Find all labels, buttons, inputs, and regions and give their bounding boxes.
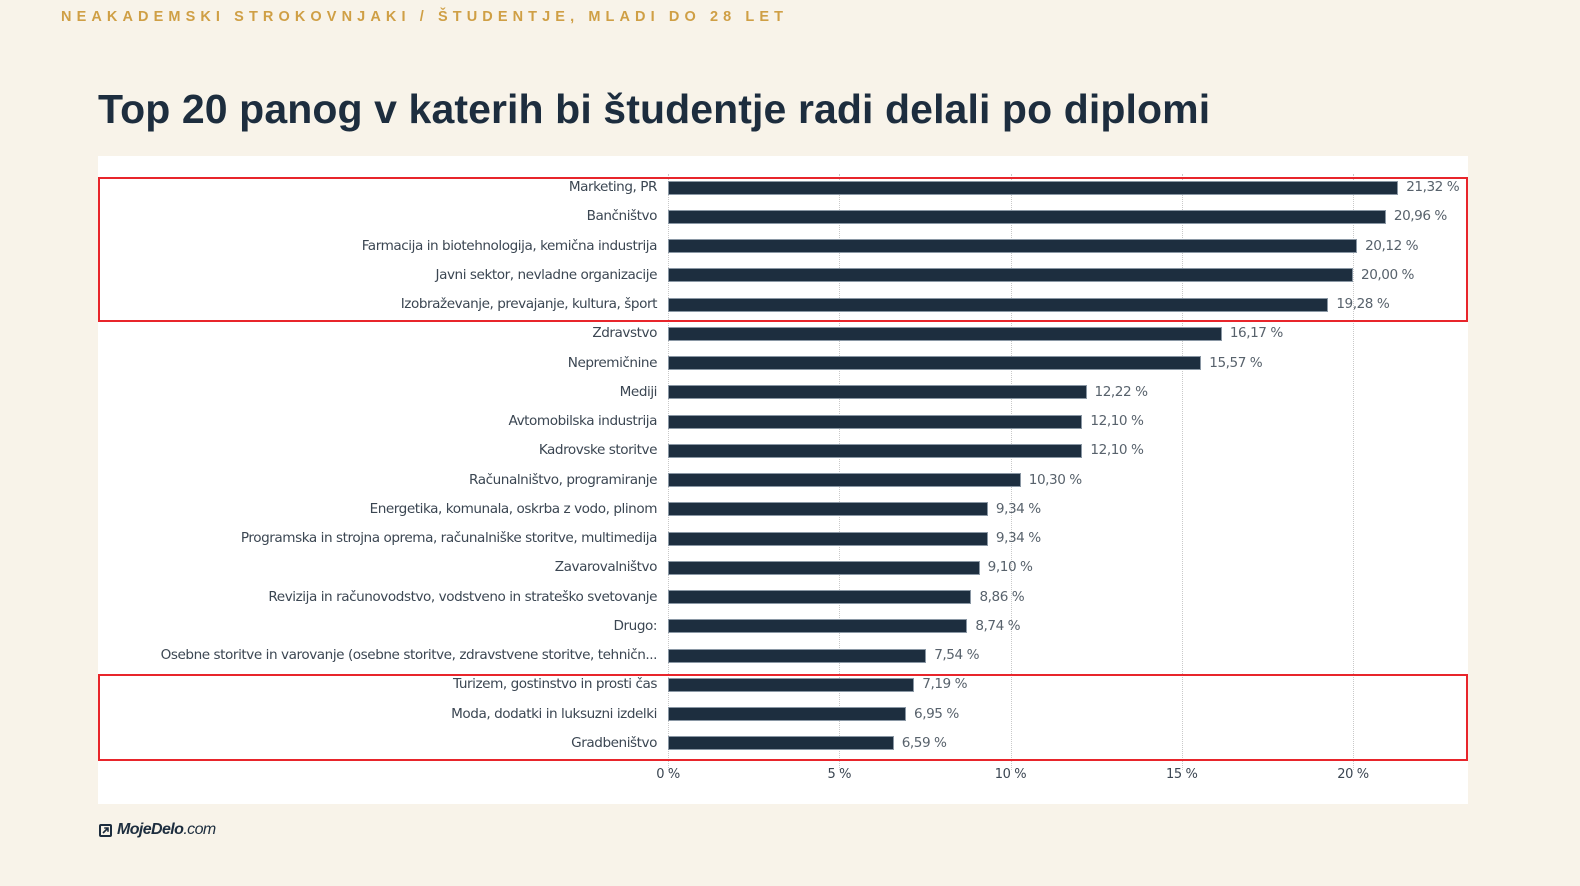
bar[interactable] [668, 326, 1222, 341]
section-kicker: NEAKADEMSKI STROKOVNJAKI / ŠTUDENTJE, ML… [61, 9, 789, 25]
mojedelo-logo: MojeDelo .com [99, 821, 216, 839]
bar[interactable] [668, 736, 894, 751]
bar[interactable] [668, 239, 1358, 253]
gridline [668, 174, 669, 770]
gridline [1353, 174, 1354, 770]
bar[interactable] [668, 502, 988, 517]
category-label: Avtomobilska industrija [508, 413, 658, 429]
bar[interactable] [668, 677, 915, 692]
x-axis-tick-label: 10 % [994, 767, 1027, 782]
category-label: Računalništvo, programiranje [469, 471, 657, 488]
bar-row: Revizija in računovodstvo, vodstveno in … [98, 583, 1468, 612]
bar-row: Osebne storitve in varovanje (osebne sto… [98, 641, 1468, 670]
value-label: 20,96 % [1393, 208, 1447, 225]
bar-row: Javni sektor, nevladne organizacije 20,00… [98, 261, 1468, 290]
bar[interactable] [668, 531, 988, 546]
category-label: Nepremičnine [567, 354, 658, 371]
category-label: Izobraževanje, prevajanje, kultura, špor… [400, 296, 658, 312]
value-label: 9,34 % [995, 530, 1041, 546]
value-label: 8,86 % [979, 588, 1025, 605]
category-label: Programska in strojna oprema, računalniš… [240, 530, 658, 546]
bar-row: Izobraževanje, prevajanje, kultura, špor… [98, 290, 1468, 319]
value-label: 9,34 % [995, 500, 1041, 517]
bar[interactable] [668, 560, 980, 575]
value-label: 6,59 % [901, 734, 947, 751]
value-label: 6,95 % [914, 705, 959, 722]
category-label: Bančništvo [586, 208, 658, 225]
bar-row: Nepremičnine 15,57 % [98, 349, 1468, 378]
logo-wordmark: MojeDelo [117, 821, 184, 838]
category-label: Moda, dodatki in luksuzni izdelki [451, 705, 657, 722]
bar-row: Turizem, gostinstvo in prosti čas 7,19 % [98, 670, 1468, 699]
bar[interactable] [668, 707, 907, 721]
bar[interactable] [668, 648, 927, 663]
category-label: Energetika, komunala, oskrba z vodo, pli… [369, 500, 658, 517]
bar[interactable] [668, 619, 968, 634]
gridline [1181, 174, 1183, 770]
bar-row: Programska in strojna oprema, računalniš… [98, 524, 1468, 553]
value-label: 12,10 % [1090, 413, 1144, 429]
category-label: Revizija in računovodstvo, vodstveno in … [268, 588, 657, 605]
bar-row: Zdravstvo 16,17 % [98, 319, 1468, 348]
value-label: 9,10 % [987, 559, 1033, 576]
bar-row: Bančništvo 20,96 % [98, 202, 1468, 231]
bar-row: Avtomobilska industrija 12,10 % [98, 407, 1468, 436]
category-label: Osebne storitve in varovanje (osebne sto… [160, 647, 658, 663]
bar-row: Gradbeništvo 6,59 % [98, 729, 1468, 758]
gridline [1010, 174, 1012, 770]
x-axis-tick-label: 20 % [1337, 767, 1369, 782]
x-axis-tick-label: 0 % [656, 767, 680, 782]
gridline [839, 174, 841, 770]
category-label: Turizem, gostinstvo in prosti čas [453, 676, 657, 693]
category-label: Gradbeništvo [571, 734, 657, 751]
bar[interactable] [668, 385, 1087, 400]
value-label: 15,57 % [1209, 354, 1263, 371]
value-label: 16,17 % [1229, 325, 1283, 342]
bar[interactable] [668, 180, 1399, 195]
bar[interactable] [668, 209, 1386, 224]
arrow-up-right-box-icon [99, 823, 112, 837]
category-label: Mediji [619, 383, 658, 400]
bar[interactable] [668, 473, 1021, 487]
category-label: Farmacija in biotehnologija, kemična ind… [361, 237, 658, 254]
bar[interactable] [668, 356, 1202, 370]
value-label: 10,30 % [1028, 471, 1082, 488]
value-label: 20,00 % [1361, 266, 1415, 283]
category-label: Zavarovalništvo [554, 559, 658, 576]
bar-row: Farmacija in biotehnologija, kemična ind… [98, 232, 1468, 261]
bar-row: Kadrovske storitve 12,10 % [98, 436, 1468, 465]
page-title: Top 20 panog v katerih bi študentje radi… [98, 86, 1211, 132]
logo-domain: .com [183, 821, 216, 838]
x-axis-tick-label: 5 % [827, 767, 852, 782]
x-axis-tick-label: 15 % [1166, 767, 1198, 782]
value-label: 8,74 % [975, 617, 1021, 634]
value-label: 20,12 % [1365, 237, 1419, 254]
value-label: 12,10 % [1090, 442, 1144, 459]
category-label: Drugo: [613, 617, 658, 634]
bar-row: Zavarovalništvo 9,10 % [98, 553, 1468, 582]
bar-row: Moda, dodatki in luksuzni izdelki 6,95 % [98, 700, 1468, 729]
bar[interactable] [668, 414, 1083, 429]
bar-row: Marketing, PR 21,32 % [98, 173, 1468, 202]
bar[interactable] [668, 297, 1329, 312]
bar[interactable] [668, 443, 1083, 458]
category-label: Javni sektor, nevladne organizacije [435, 266, 658, 283]
bar[interactable] [668, 590, 972, 604]
value-label: 21,32 % [1406, 179, 1460, 195]
bar-row: Mediji 12,22 % [98, 378, 1468, 407]
bar-row: Drugo: 8,74 % [98, 612, 1468, 641]
bar-chart-panel: 0 % 5 % 10 % 15 % 20 % Marketing, PR 21,32 % Ba… [98, 156, 1468, 804]
category-label: Kadrovske storitve [538, 442, 658, 459]
category-label: Zdravstvo [592, 325, 657, 342]
category-label: Marketing, PR [568, 179, 658, 195]
bar-row: Energetika, komunala, oskrba z vodo, pli… [98, 495, 1468, 524]
value-label: 7,54 % [934, 647, 980, 663]
value-label: 19,28 % [1336, 296, 1390, 312]
bar-row: Računalništvo, programiranje 10,30 % [98, 466, 1468, 495]
value-label: 12,22 % [1094, 383, 1148, 400]
value-label: 7,19 % [922, 676, 968, 693]
bar[interactable] [668, 268, 1353, 283]
